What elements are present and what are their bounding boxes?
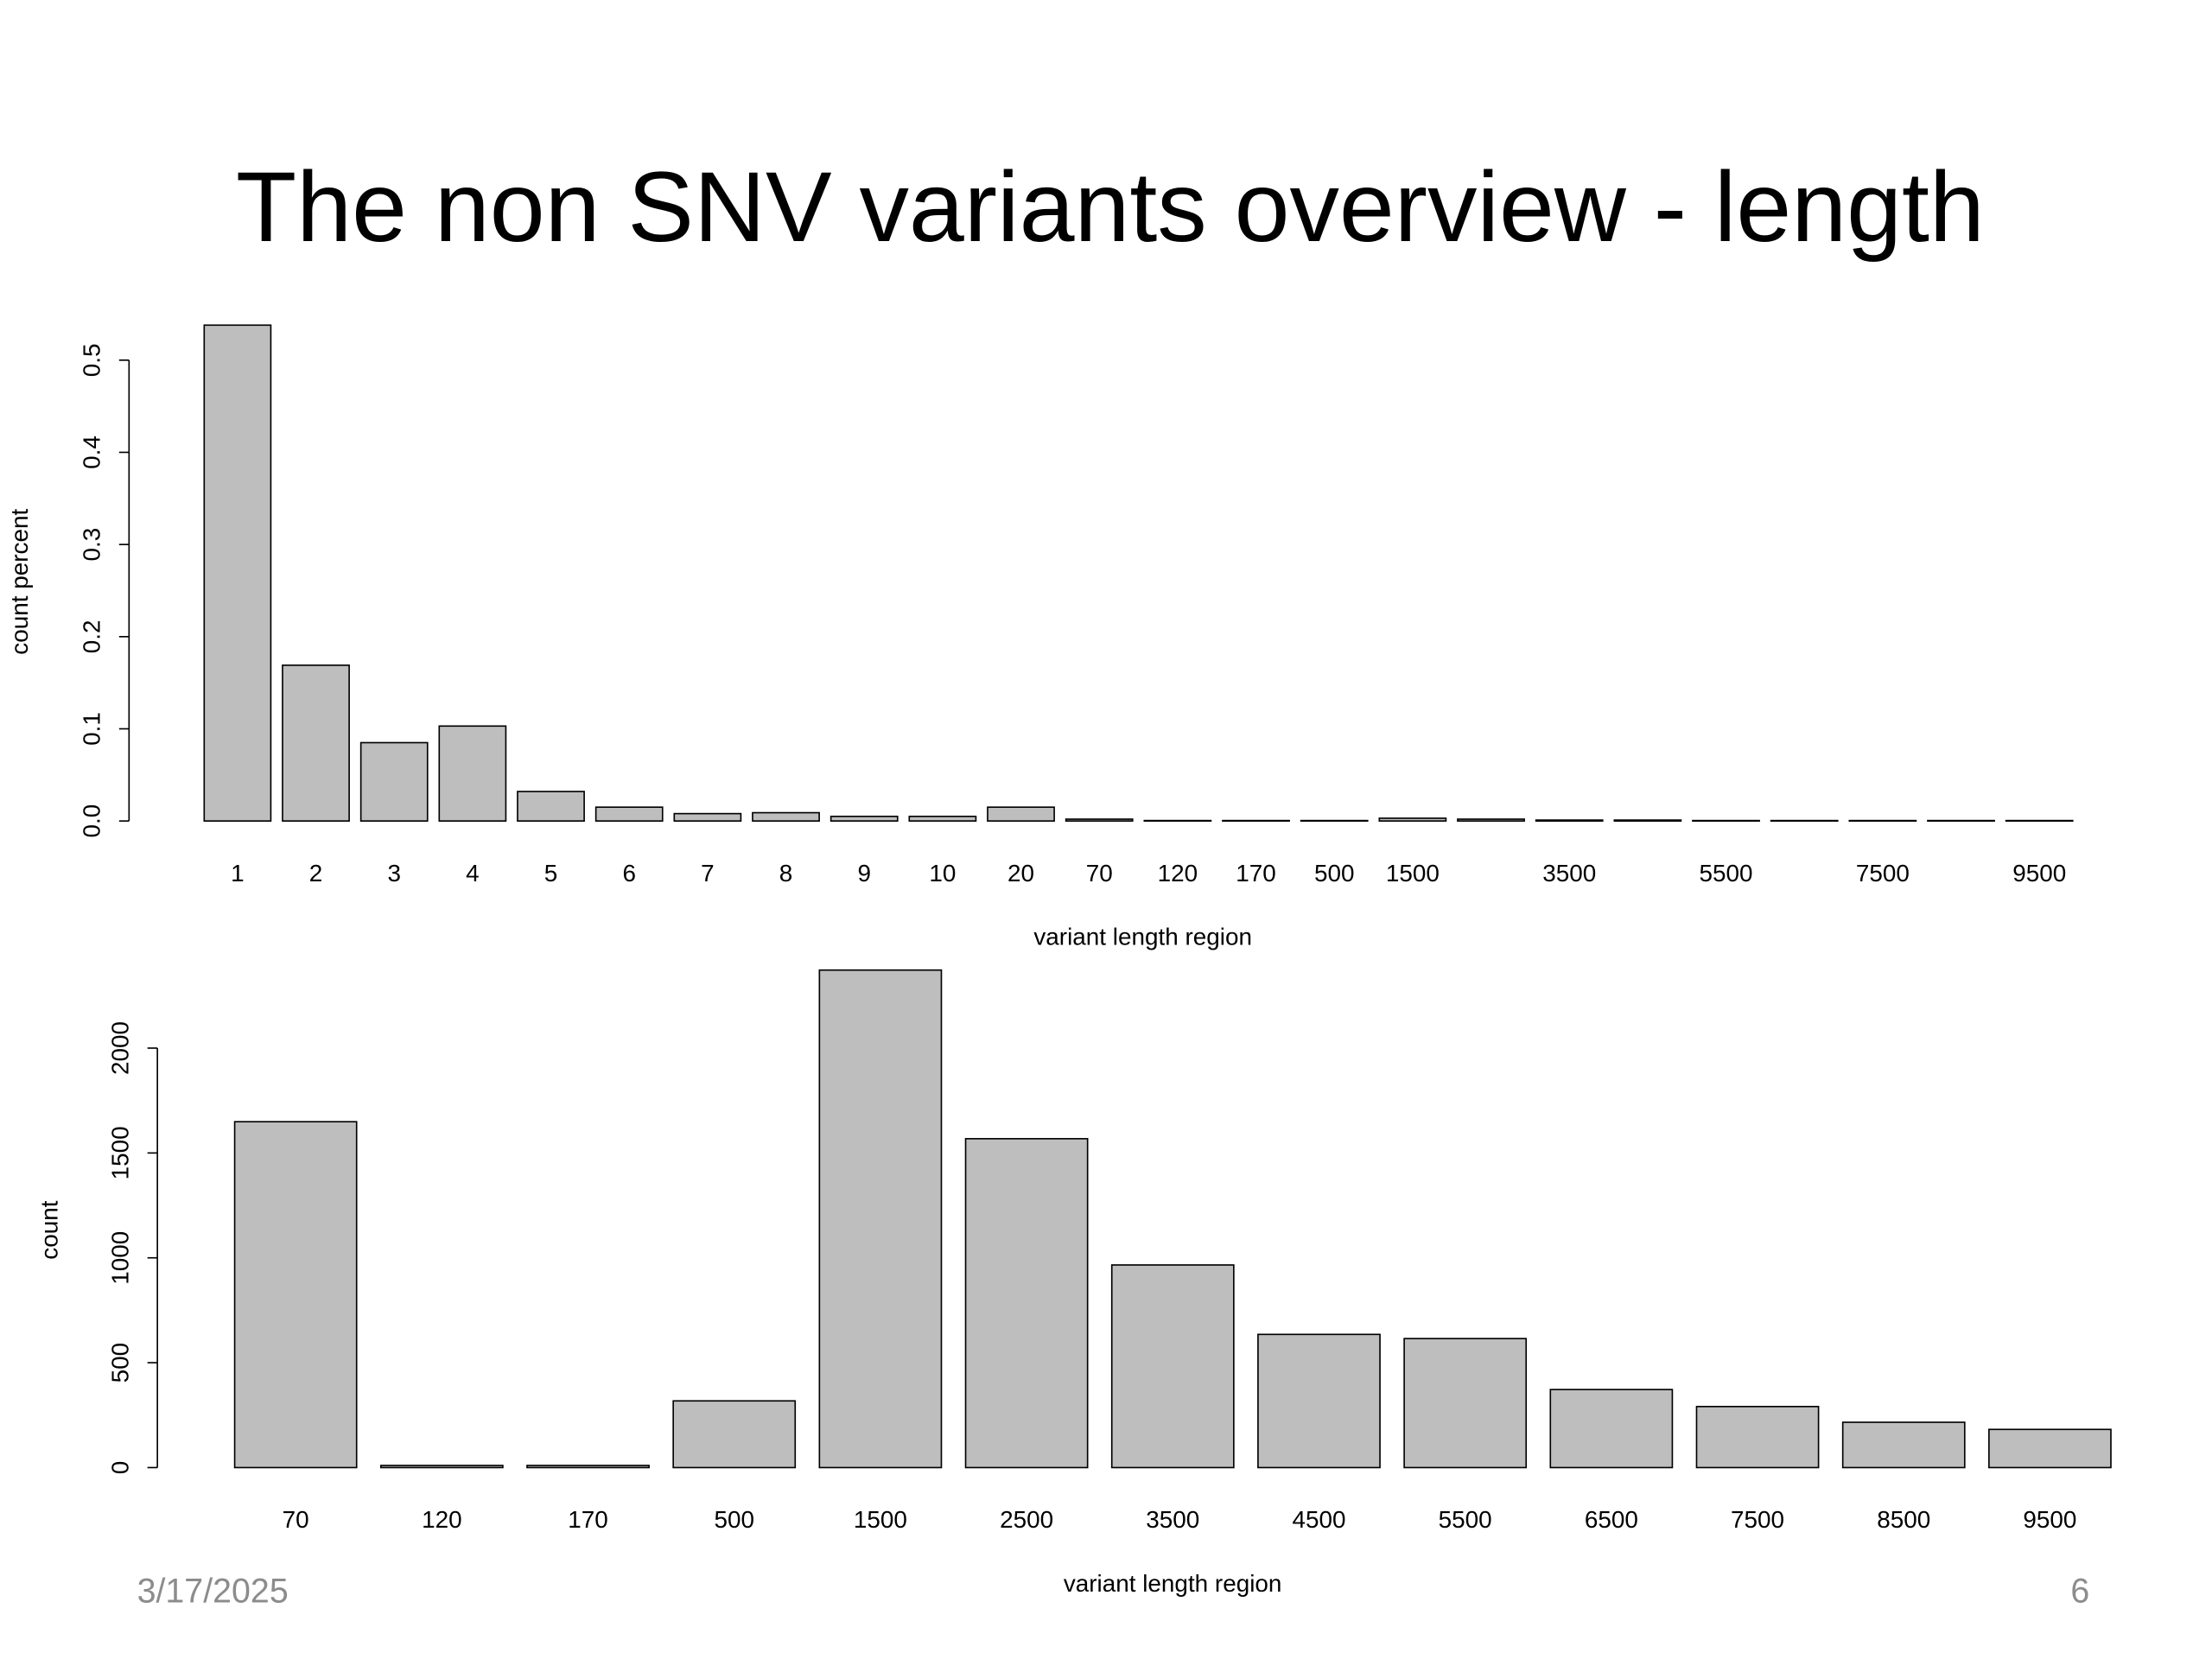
y-axis-title: count percent [6, 509, 33, 655]
x-tick-label: 3500 [1146, 1506, 1199, 1533]
bar [359, 741, 429, 822]
y-tick-label: 1500 [107, 1126, 134, 1179]
bar [1300, 819, 1369, 822]
x-tick-label: 70 [283, 1506, 309, 1533]
x-tick-label: 5500 [1700, 860, 1753, 887]
y-tick-label: 2000 [107, 1021, 134, 1075]
bar [1110, 1264, 1235, 1469]
y-tick-label: 0 [107, 1461, 134, 1475]
bar [1535, 819, 1604, 822]
x-tick-label: 120 [1158, 860, 1198, 887]
bar [908, 816, 977, 822]
x-tick-label: 5 [544, 860, 558, 887]
x-tick-label: 8 [779, 860, 793, 887]
bar [1549, 1389, 1674, 1469]
slide-number: 6 [2070, 1572, 2089, 1610]
bar [526, 1465, 650, 1469]
bar [1403, 1338, 1528, 1469]
y-axis-title: count [35, 1200, 62, 1259]
x-tick-label: 3 [387, 860, 401, 887]
bar [1927, 819, 1995, 822]
bar [2005, 819, 2074, 822]
bar [1613, 819, 1682, 822]
x-tick-label: 500 [714, 1506, 754, 1533]
bar [438, 725, 507, 822]
bar [1841, 1421, 1966, 1469]
y-tick-label: 500 [107, 1343, 134, 1383]
x-axis-title: variant length region [1033, 924, 1252, 950]
x-tick-label: 7500 [1731, 1506, 1784, 1533]
y-tick-label: 0.4 [79, 435, 105, 469]
bar [1143, 819, 1212, 822]
x-tick-label: 7500 [1856, 860, 1910, 887]
bar [282, 664, 350, 822]
x-tick-label: 4 [466, 860, 480, 887]
bar [203, 324, 272, 822]
bar [1257, 1333, 1381, 1469]
bar [517, 791, 585, 822]
x-tick-label: 120 [422, 1506, 462, 1533]
y-tick-label: 0.5 [79, 343, 105, 377]
bar [818, 969, 943, 1469]
bar [1457, 818, 1525, 822]
x-tick-label: 2500 [1000, 1506, 1053, 1533]
x-axis-title: variant length region [1064, 1570, 1282, 1597]
x-tick-label: 70 [1086, 860, 1113, 887]
x-tick-label: 5500 [1439, 1506, 1492, 1533]
x-tick-label: 1500 [1386, 860, 1440, 887]
y-tick-label: 1000 [107, 1231, 134, 1285]
x-tick-label: 170 [568, 1506, 608, 1533]
y-tick-label: 0.3 [79, 528, 105, 562]
x-tick-label: 170 [1236, 860, 1276, 887]
bar [964, 1138, 1089, 1469]
x-tick-label: 1 [231, 860, 245, 887]
bar [672, 1400, 797, 1469]
x-tick-label: 9500 [2012, 860, 2066, 887]
bar [1770, 819, 1839, 822]
x-tick-label: 4500 [1292, 1506, 1345, 1533]
x-tick-label: 1500 [854, 1506, 907, 1533]
bar [752, 811, 820, 822]
x-tick-label: 8500 [1877, 1506, 1930, 1533]
x-tick-label: 500 [1314, 860, 1355, 887]
bar [673, 812, 742, 822]
bar [379, 1465, 504, 1469]
bar [1065, 818, 1134, 822]
bar [987, 806, 1055, 822]
slide-title: The non SNV variants overview - length [236, 152, 1985, 263]
bar [1222, 819, 1290, 822]
x-tick-label: 9 [857, 860, 871, 887]
x-tick-label: 9500 [2023, 1506, 2076, 1533]
bar [233, 1121, 358, 1469]
bar [594, 806, 664, 822]
bar [830, 816, 899, 822]
slide-date: 3/17/2025 [137, 1572, 289, 1610]
bar [1988, 1428, 2112, 1469]
x-tick-label: 20 [1007, 860, 1034, 887]
y-tick-label: 0.1 [79, 712, 105, 746]
x-tick-label: 3500 [1542, 860, 1596, 887]
x-tick-label: 7 [701, 860, 715, 887]
x-tick-label: 6 [622, 860, 636, 887]
y-tick-label: 0.0 [79, 804, 105, 838]
y-tick-label: 0.2 [79, 620, 105, 653]
x-tick-label: 2 [309, 860, 323, 887]
bar [1692, 819, 1760, 822]
bar [1378, 817, 1447, 822]
x-tick-label: 6500 [1585, 1506, 1638, 1533]
bar [1695, 1406, 1820, 1469]
bar [1848, 819, 1917, 822]
x-tick-label: 10 [929, 860, 956, 887]
